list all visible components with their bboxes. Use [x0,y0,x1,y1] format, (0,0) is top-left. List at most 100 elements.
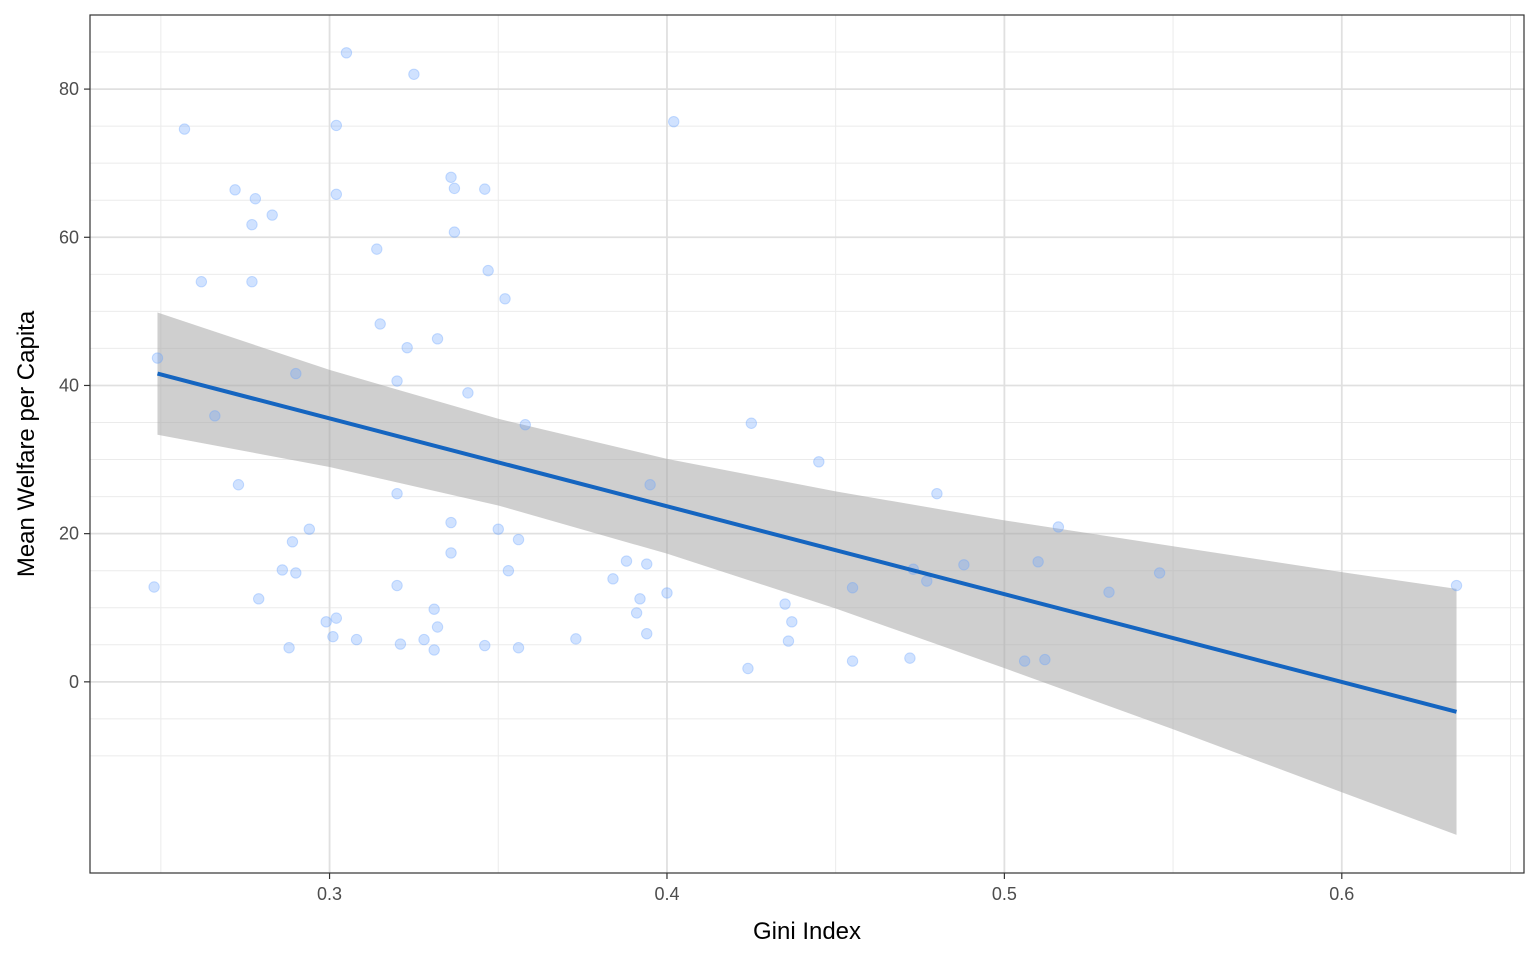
data-point [431,621,444,633]
data-point [1103,586,1115,598]
data-point [350,633,363,646]
data-point [340,47,353,59]
data-point [330,119,343,132]
data-point [408,68,420,80]
y-tick-label: 40 [59,375,79,395]
y-axis-ticks: 0 20 40 60 80 [59,79,90,692]
y-tick-label: 80 [59,79,79,99]
data-point [401,341,413,354]
data-point [1032,556,1044,568]
data-point [644,479,656,491]
data-points [148,47,1463,675]
x-tick-label: 0.5 [992,884,1017,904]
data-point [958,559,970,571]
data-point [148,581,160,593]
data-point [445,516,457,529]
data-point [330,188,343,201]
data-point [195,276,208,288]
data-point [512,642,525,654]
data-point [374,318,386,330]
data-point [178,123,191,135]
data-point [330,612,343,624]
x-axis-label: Gini Index [753,918,861,945]
y-axis-label: Mean Welfare per Capita [13,310,40,577]
data-point [742,662,754,675]
data-point [904,652,916,664]
data-point [512,533,525,546]
data-point [482,264,494,277]
data-point [394,638,407,650]
data-point [320,616,332,628]
data-point [209,410,221,422]
data-point [327,630,339,643]
data-point [229,184,241,196]
regression-line [156,371,1458,714]
data-point [634,593,646,605]
data-point [921,575,933,587]
data-point [641,627,653,640]
data-point [661,587,673,599]
data-point [151,352,164,364]
data-point [786,616,798,628]
data-point [249,193,262,205]
data-point [431,333,444,345]
data-point [246,218,258,231]
data-point [479,639,491,652]
plot-border [89,14,1525,874]
data-point [492,523,504,535]
x-tick-label: 0.6 [1329,884,1354,904]
data-point [1153,567,1166,579]
data-point [462,387,474,399]
data-point [1018,655,1031,667]
data-point [303,523,316,535]
x-axis-ticks: 0.3 0.4 0.5 0.6 [317,873,1354,904]
data-point [253,593,265,605]
data-point [1450,579,1463,592]
data-point [846,582,859,594]
data-point [428,644,440,656]
data-point [371,243,383,255]
data-point [445,547,457,559]
data-point [641,558,653,570]
data-point [630,607,643,619]
data-point [782,635,795,647]
data-point [1039,653,1051,666]
data-point [479,183,491,195]
x-tick-label: 0.4 [654,884,679,904]
y-tick-label: 20 [59,524,79,544]
data-point [246,276,258,288]
data-point [266,209,278,221]
y-tick-label: 0 [69,672,79,692]
data-point [445,171,457,183]
data-point [668,115,680,128]
data-point [620,555,633,567]
y-tick-label: 60 [59,227,79,247]
data-point [846,655,859,667]
data-point [391,579,403,592]
data-point [813,456,825,468]
data-point [448,226,461,238]
data-point [290,367,302,380]
data-point [290,567,302,579]
data-point [931,487,943,500]
data-point [499,293,511,305]
data-point [519,419,531,431]
data-point [418,633,430,646]
data-point [391,487,403,500]
data-point [570,633,582,645]
data-point [428,603,440,615]
data-point [779,598,791,610]
data-point [502,564,515,577]
data-point [232,479,245,491]
data-point [607,573,619,585]
x-tick-label: 0.3 [317,884,342,904]
data-point [448,182,461,195]
data-point [276,564,289,576]
confidence-band [157,312,1457,835]
data-point [1052,521,1065,533]
data-point [391,375,403,387]
data-point [745,417,758,429]
data-point [283,642,295,654]
data-point [286,536,299,548]
